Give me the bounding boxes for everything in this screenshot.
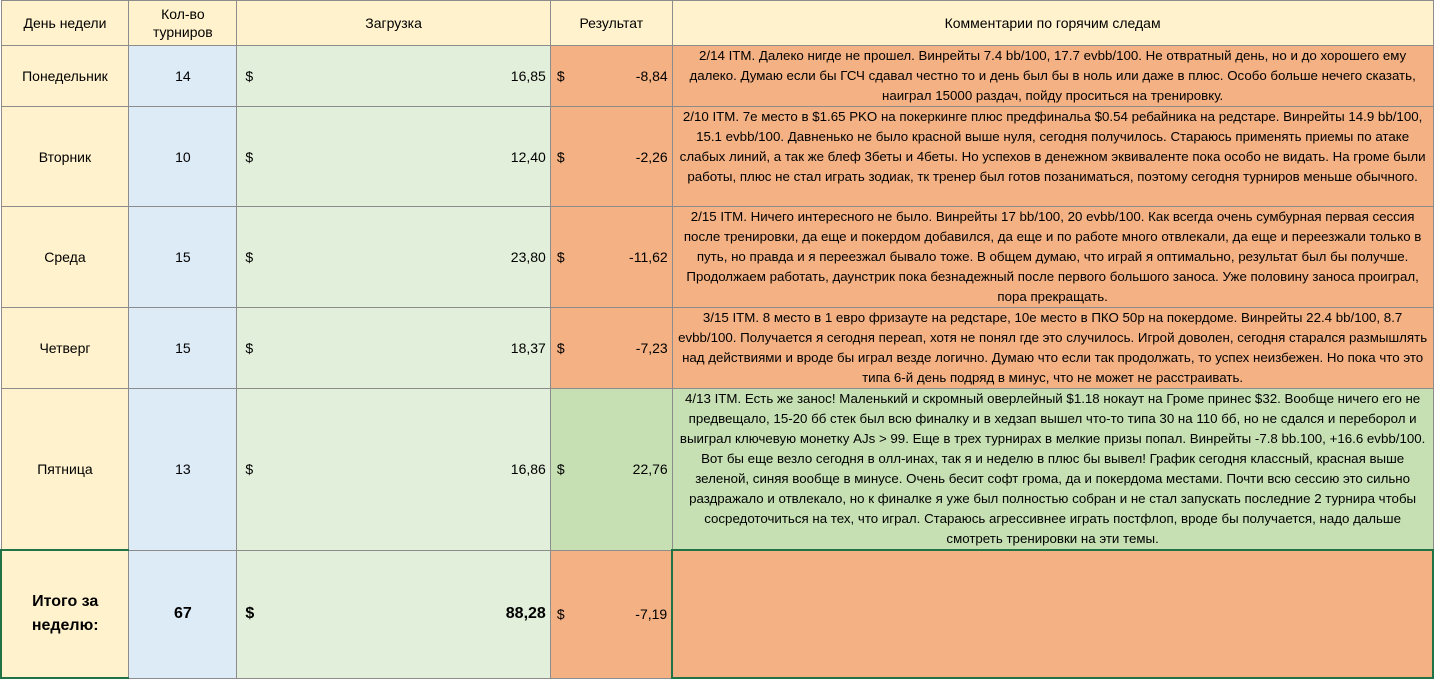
currency-symbol: $: [556, 68, 565, 84]
total-comment-cell[interactable]: [671, 549, 1434, 679]
header-count[interactable]: Кол-во турниров: [128, 0, 238, 46]
count-cell[interactable]: 15: [128, 307, 238, 389]
total-row: Итого за неделю: 67 $88,28 $ -7,19: [0, 549, 1434, 679]
load-cell[interactable]: $16,86: [236, 388, 551, 551]
currency-symbol: $: [556, 249, 565, 265]
currency-symbol: $: [556, 461, 565, 478]
result-cell[interactable]: $ -8,84: [549, 45, 673, 107]
load-value: 23,80: [510, 249, 546, 265]
result-value: -7,23: [635, 340, 668, 356]
table-row: Четверг 15 $18,37 $ -7,23 3/15 ITM. 8 мес…: [0, 307, 1434, 389]
result-value: 22,76: [632, 461, 668, 478]
result-value: -11,62: [629, 249, 668, 265]
comment-cell[interactable]: 2/14 ITM. Далеко нигде не прошел. Винрей…: [671, 45, 1434, 107]
result-value: -8,84: [635, 68, 668, 84]
day-cell[interactable]: Пятница: [0, 388, 130, 551]
total-result-value: -7,19: [635, 606, 668, 622]
comment-cell[interactable]: 2/15 ITM. Ничего интересного не было. Ви…: [671, 206, 1434, 308]
currency-symbol: $: [245, 340, 254, 356]
day-cell[interactable]: Вторник: [0, 106, 130, 207]
load-value: 16,85: [510, 68, 546, 84]
result-cell[interactable]: $ -2,26: [549, 106, 673, 207]
currency-symbol: $: [245, 249, 254, 265]
total-label[interactable]: Итого за неделю:: [0, 549, 130, 679]
day-cell[interactable]: Четверг: [0, 307, 130, 389]
header-row: День недели Кол-во турниров Загрузка Рез…: [0, 0, 1434, 46]
load-value: 12,40: [510, 148, 546, 165]
result-value: -2,26: [635, 148, 668, 165]
currency-symbol: $: [245, 461, 254, 478]
table-row: Вторник 10 $12,40 $ -2,26 2/10 ITM. 7е ме…: [0, 106, 1434, 207]
currency-symbol: $: [556, 606, 565, 622]
header-day[interactable]: День недели: [0, 0, 130, 46]
result-cell[interactable]: $22,76: [549, 388, 673, 551]
count-cell[interactable]: 15: [128, 206, 238, 308]
table-row: Среда 15 $23,80 $ -11,62 2/15 ITM. Ничего…: [0, 206, 1434, 308]
load-cell[interactable]: $16,85: [236, 45, 551, 107]
header-result[interactable]: Результат: [549, 0, 673, 46]
day-cell[interactable]: Среда: [0, 206, 130, 308]
comment-cell[interactable]: 2/10 ITM. 7е место в $1.65 PKO на покерк…: [671, 106, 1434, 207]
comment-cell[interactable]: 3/15 ITM. 8 место в 1 евро фризауте на р…: [671, 307, 1434, 389]
currency-symbol: $: [556, 148, 565, 165]
total-result-cell[interactable]: $ -7,19: [549, 549, 673, 679]
currency-symbol: $: [245, 148, 254, 165]
total-count-cell[interactable]: 67: [128, 549, 238, 679]
header-comment[interactable]: Комментарии по горячим следам: [671, 0, 1434, 46]
day-cell[interactable]: Понедельник: [0, 45, 130, 107]
table-row: Понедельник 14 $16,85 $ -8,84 2/14 ITM. Д…: [0, 45, 1434, 107]
count-cell[interactable]: 13: [128, 388, 238, 551]
result-cell[interactable]: $ -11,62: [549, 206, 673, 308]
currency-symbol: $: [556, 340, 565, 356]
load-cell[interactable]: $23,80: [236, 206, 551, 308]
count-cell[interactable]: 14: [128, 45, 238, 107]
load-value: 18,37: [510, 340, 546, 356]
currency-symbol: $: [245, 68, 254, 84]
table-row: Пятница 13 $16,86 $22,76 4/13 ITM. Есть …: [0, 388, 1434, 551]
count-cell[interactable]: 10: [128, 106, 238, 207]
result-cell[interactable]: $ -7,23: [549, 307, 673, 389]
comment-cell[interactable]: 4/13 ITM. Есть же занос! Маленький и скр…: [671, 388, 1434, 551]
load-cell[interactable]: $12,40: [236, 106, 551, 207]
total-load-cell[interactable]: $88,28: [236, 549, 551, 679]
header-load[interactable]: Загрузка: [236, 0, 551, 46]
currency-symbol: $: [245, 605, 255, 622]
load-cell[interactable]: $18,37: [236, 307, 551, 389]
load-value: 16,86: [510, 461, 546, 478]
total-load-value: 88,28: [505, 605, 546, 622]
